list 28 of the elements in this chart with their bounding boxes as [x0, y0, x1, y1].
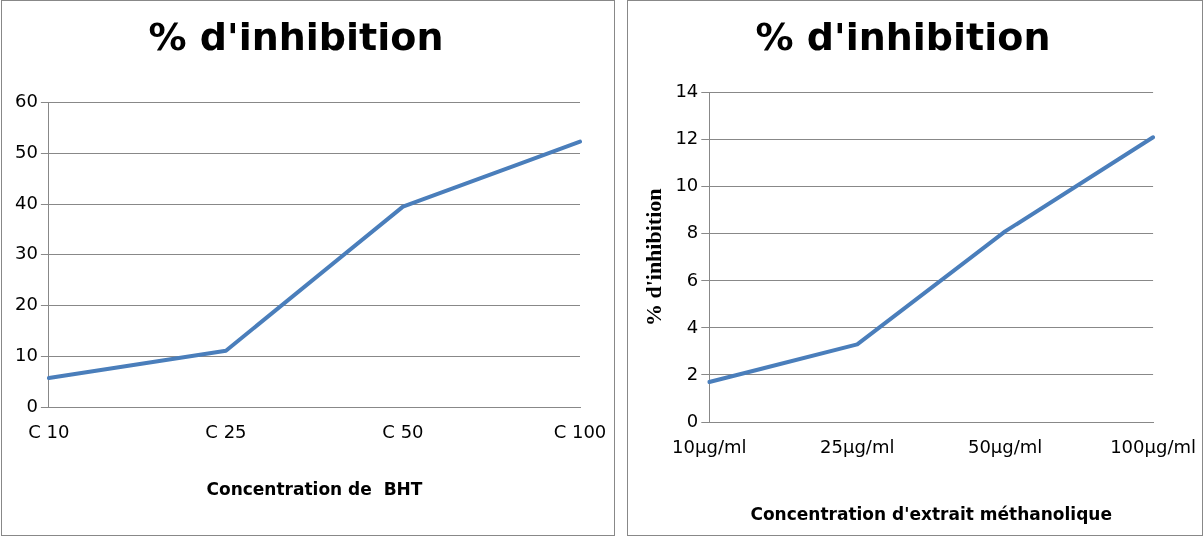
y-tick-label: 0	[686, 409, 699, 431]
x-tick-label: C 10	[28, 421, 70, 443]
y-tick-label: 12	[675, 127, 699, 149]
x-tick-label: 25µg/ml	[820, 436, 895, 458]
x-tick-label: 100µg/ml	[1110, 436, 1196, 458]
x-axis-title: Concentration de BHT	[206, 479, 423, 500]
chart-title: % d'inhibition	[755, 14, 1051, 59]
x-tick-label: C 100	[553, 421, 607, 443]
y-tick-label: 8	[686, 221, 699, 243]
x-tick-label: 50µg/ml	[967, 436, 1043, 458]
y-tick-label: 20	[15, 293, 38, 315]
x-tick-label: C 50	[382, 421, 424, 443]
y-tick-label: 40	[15, 191, 38, 213]
y-tick-label: 10	[15, 343, 38, 365]
y-tick-label: 4	[686, 315, 699, 337]
x-tick-label: 10µg/ml	[672, 436, 747, 458]
y-tick-label: 50	[15, 141, 38, 163]
y-tick-label: 60	[15, 90, 38, 112]
chart-title: % d'inhibition	[148, 14, 444, 59]
y-tick-label: 0	[26, 394, 38, 416]
x-axis-title: Concentration d'extrait méthanolique	[750, 504, 1112, 525]
y-tick-label: 30	[15, 242, 38, 264]
y-tick-label: 10	[675, 174, 699, 196]
y-tick-label: 14	[675, 80, 699, 102]
x-tick-label: C 25	[205, 421, 247, 443]
y-tick-label: 6	[686, 268, 699, 290]
y-axis-title: % d'inhibition	[640, 188, 666, 327]
y-tick-label: 2	[686, 362, 699, 384]
